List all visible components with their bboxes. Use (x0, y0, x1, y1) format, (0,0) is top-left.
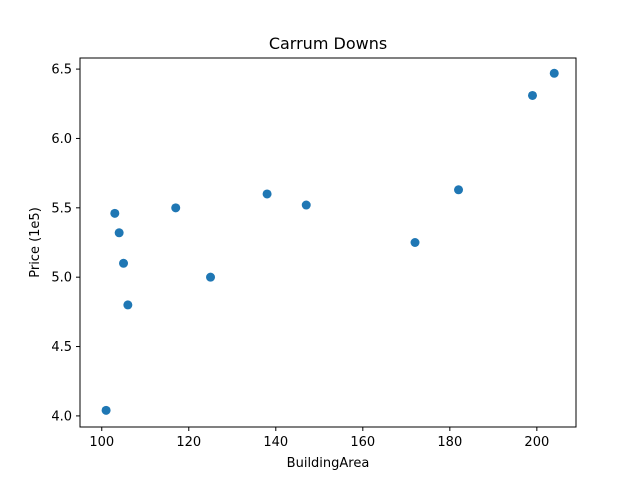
plot-area (101, 68, 559, 415)
y-tick-label: 6.5 (51, 63, 72, 78)
y-tick-label: 5.0 (51, 271, 72, 286)
y-tick-label: 4.5 (51, 340, 72, 355)
x-tick-label: 140 (263, 435, 288, 450)
x-tick-label: 100 (89, 435, 114, 450)
axes-frame (79, 57, 577, 428)
scatter-point (114, 228, 124, 238)
scatter-point (549, 68, 559, 78)
scatter-point (410, 238, 420, 247)
scatter-point (206, 272, 216, 282)
x-tick-label: 200 (524, 435, 549, 450)
scatter-point (119, 258, 129, 268)
scatter-point (527, 90, 537, 100)
x-tick-label: 120 (176, 435, 201, 450)
x-axis-label: BuildingArea (287, 456, 370, 471)
y-axis-label: Price (1e5) (28, 207, 43, 278)
scatter-point (454, 185, 464, 195)
x-axis: 100 120 140 160 180 200 (89, 427, 549, 450)
scatter-point (123, 300, 133, 310)
y-tick-label: 6.0 (51, 132, 72, 147)
scatter-point (301, 200, 311, 210)
chart-title: Carrum Downs (269, 34, 387, 53)
y-tick-label: 5.5 (51, 201, 72, 216)
x-tick-label: 160 (350, 435, 375, 450)
y-axis: 4.0 4.5 5.0 5.5 6.0 6.5 (51, 63, 80, 424)
scatter-point (262, 189, 272, 199)
scatter-point (171, 203, 181, 213)
scatter-point (101, 405, 111, 415)
y-tick-label: 4.0 (51, 409, 72, 424)
scatter-point (110, 208, 120, 218)
x-tick-label: 180 (437, 435, 462, 450)
